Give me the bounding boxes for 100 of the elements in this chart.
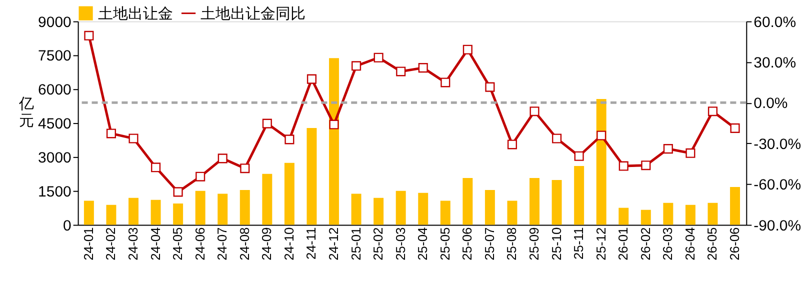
x-tick-label: 25-10 [548, 227, 564, 260]
point [396, 66, 406, 76]
point [106, 128, 116, 138]
bar [507, 200, 518, 225]
x-tick-label: 25-08 [504, 227, 520, 260]
y2-tick-label: -60.0% [754, 176, 802, 194]
x-tick-label: 26-02 [638, 227, 653, 260]
bar [685, 204, 696, 225]
y2-tick-label: 60.0% [754, 14, 796, 31]
point [306, 74, 316, 84]
x-tick-label: 24-02 [103, 227, 118, 260]
x-tick-label: 24-07 [214, 227, 230, 260]
y2-tick-label: -90.0% [754, 217, 802, 234]
x-tick-label: 26-04 [682, 227, 698, 260]
point [418, 63, 428, 73]
bar [128, 198, 138, 225]
bar [374, 198, 384, 225]
y-tick-label: 4500 [38, 116, 72, 133]
y-tick-label: 3000 [38, 149, 72, 166]
point [596, 130, 606, 140]
bar [596, 99, 606, 225]
point [84, 30, 94, 40]
point [240, 164, 250, 174]
bar [218, 194, 228, 225]
point [552, 134, 562, 144]
point [618, 161, 628, 171]
x-tick-label: 25-03 [392, 227, 408, 260]
point [686, 148, 696, 158]
x-tick-label: 25-06 [460, 227, 475, 260]
bar [351, 194, 362, 225]
x-tick-label: 25-02 [370, 227, 386, 260]
bar [484, 190, 495, 225]
bar [730, 187, 740, 225]
point [262, 118, 272, 128]
x-tick-label: 25-11 [571, 227, 586, 260]
bar [195, 190, 206, 225]
bar [173, 204, 184, 225]
point [708, 106, 718, 116]
x-tick-label: 24-09 [259, 227, 274, 260]
y-axis-title: 亿元 [18, 96, 34, 130]
point [663, 144, 673, 154]
legend-label: 土地出让金 [98, 5, 173, 22]
x-tick-label: 24-03 [125, 227, 140, 260]
x-tick-label: 25-04 [415, 227, 430, 260]
y-tick-label: 7500 [38, 48, 72, 65]
bar [574, 166, 584, 225]
x-tick-label: 26-06 [727, 227, 742, 260]
x-tick-label: 24-06 [192, 227, 208, 260]
x-tick-label: 26-01 [616, 227, 631, 260]
x-tick-label: 26-03 [660, 227, 676, 260]
point [730, 123, 740, 133]
x-tick-label: 24-10 [281, 227, 296, 260]
x-tick-label: 25-07 [482, 227, 497, 260]
bar [396, 190, 406, 225]
x-tick-label: 25-05 [437, 227, 452, 260]
x-tick-label: 25-01 [348, 227, 364, 260]
bar [306, 128, 317, 225]
x-tick-label: 24-08 [236, 227, 252, 260]
y-tick-label: 0 [62, 217, 72, 234]
bar [150, 200, 161, 225]
bar [284, 162, 294, 225]
point [196, 172, 206, 182]
point [374, 52, 384, 62]
bar [84, 200, 94, 225]
y2-tick-label: 0.0% [754, 95, 788, 112]
bar [418, 192, 428, 225]
x-tick-label: 24-04 [148, 227, 163, 260]
point [173, 187, 183, 197]
bar [552, 180, 562, 225]
y-tick-label: 9000 [38, 14, 72, 31]
y-tick-label: 1500 [38, 183, 72, 200]
point [507, 140, 518, 150]
bar [440, 200, 450, 225]
point [128, 134, 138, 144]
y-tick-label: 6000 [38, 82, 72, 99]
point [329, 120, 339, 130]
bar [663, 202, 674, 225]
point [151, 162, 161, 172]
x-tick-label: 24-01 [80, 227, 96, 260]
bar [708, 202, 718, 225]
x-tick-label: 24-11 [304, 227, 319, 260]
bar [262, 174, 272, 225]
x-tick-label: 24-12 [326, 227, 341, 260]
point [284, 134, 294, 144]
y2-tick-label: -30.0% [754, 136, 802, 153]
bar [462, 178, 473, 225]
bar [240, 190, 250, 225]
x-tick-label: 25-12 [593, 227, 608, 260]
x-tick-label: 24-05 [170, 227, 186, 260]
bar [329, 58, 339, 225]
bar [640, 210, 651, 225]
x-tick-label: 26-05 [704, 227, 720, 260]
point [530, 106, 540, 116]
bar [618, 208, 629, 225]
point [440, 78, 450, 88]
point [574, 151, 584, 161]
point [462, 44, 472, 54]
point [218, 154, 228, 164]
point [352, 61, 362, 71]
bar [530, 178, 540, 225]
